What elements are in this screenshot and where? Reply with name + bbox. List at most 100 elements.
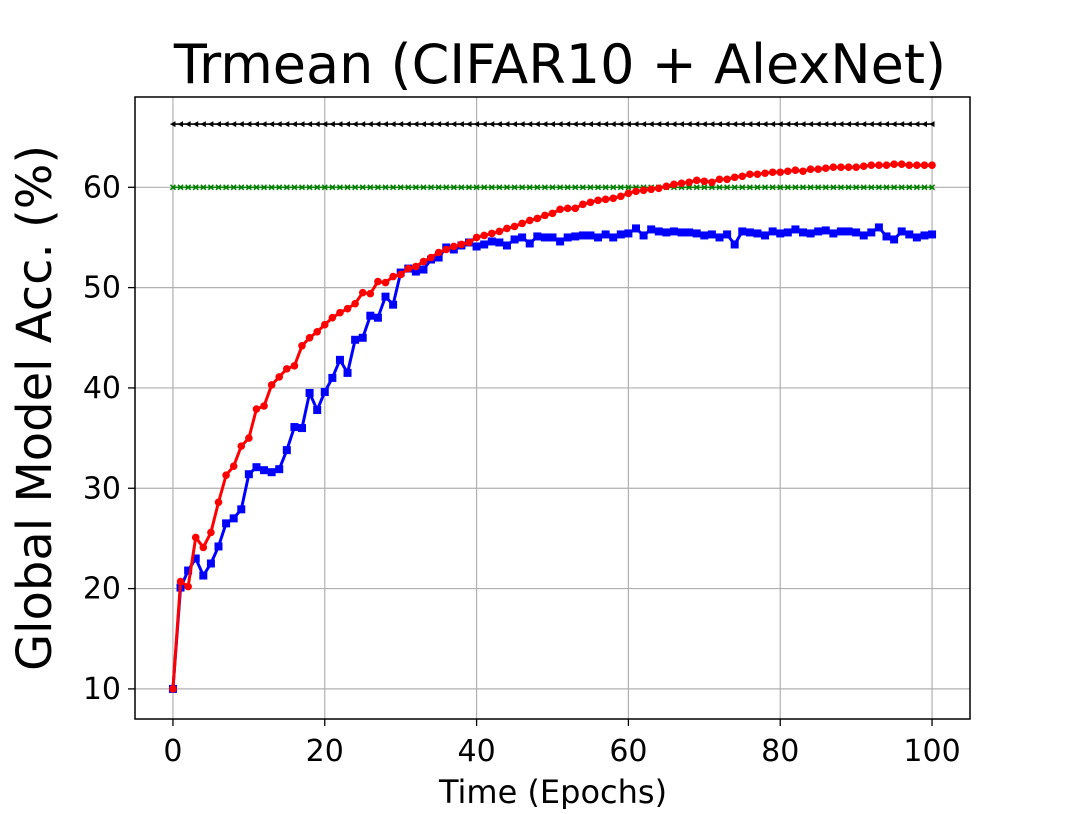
series-0-point [610, 121, 616, 128]
chart-title: Trmean (CIFAR10 + AlexNet) [173, 33, 946, 96]
series-0-point [374, 121, 381, 128]
series-0-point [648, 121, 654, 128]
series-3-point [905, 161, 914, 170]
series-0-point [708, 121, 715, 128]
series-0-point [299, 121, 305, 128]
series-1-point [450, 184, 457, 191]
series-3-point [419, 257, 428, 266]
series-2-point [738, 227, 747, 236]
series-3-point [875, 161, 883, 170]
series-0-point [534, 121, 540, 128]
series-3-point [191, 533, 200, 542]
series-0-point [815, 121, 821, 128]
series-1-point [230, 184, 237, 191]
series-0-point [549, 121, 555, 128]
series-1-point [291, 184, 298, 191]
series-1-point [238, 184, 245, 191]
series-1-point [511, 184, 518, 191]
series-0-point [541, 121, 548, 128]
series-0-point [572, 121, 578, 128]
series-0-point [344, 121, 351, 128]
series-3-point [753, 170, 762, 179]
series-3-point [283, 365, 291, 373]
series-1-point [268, 184, 275, 191]
series-3-point [533, 214, 542, 223]
series-2-point [298, 424, 306, 433]
series-0-point [321, 121, 328, 128]
series-1-point [192, 184, 199, 191]
series-3-point [617, 192, 625, 201]
series-3-point [579, 200, 587, 209]
series-1-point [306, 184, 313, 191]
series-3-point [859, 162, 868, 171]
series-3-point [738, 172, 747, 181]
series-1-point [716, 184, 723, 191]
series-3-point [913, 161, 921, 170]
series-1-point [784, 184, 791, 191]
series-3-point [821, 164, 830, 173]
series-1-point [617, 184, 624, 191]
series-2-line [171, 225, 933, 690]
series-1-point [496, 184, 503, 191]
series-0-point [412, 121, 419, 128]
series-1-point [929, 184, 936, 191]
series-1-point [359, 184, 366, 191]
series-3-point [571, 204, 580, 213]
series-1-point [503, 184, 510, 191]
series-0-point [640, 121, 647, 128]
y-tick-label: 50 [83, 271, 121, 306]
series-2-point [905, 230, 914, 239]
series-3-point [389, 272, 397, 281]
series-3-point [184, 582, 192, 591]
series-1-point [428, 184, 435, 191]
series-1-point [223, 184, 230, 191]
series-3-point [647, 185, 655, 194]
series-3-point [715, 175, 724, 184]
series-0-point [921, 121, 927, 128]
series-2-point [586, 231, 595, 240]
series-3-point [396, 270, 405, 279]
series-3-point [768, 168, 777, 177]
series-0-point [655, 121, 662, 128]
series-3-point [313, 327, 321, 336]
series-3-point [806, 165, 815, 174]
series-2-point [654, 227, 663, 236]
series-2-point [548, 233, 557, 242]
series-2-point [745, 228, 754, 237]
series-2-point [502, 241, 511, 250]
series-1-point [883, 184, 890, 191]
series-0-point [807, 121, 814, 128]
series-2-point [389, 300, 398, 309]
series-0-point [557, 121, 563, 128]
series-1-point [807, 184, 814, 191]
series-2-point [495, 238, 504, 247]
series-2-point [806, 229, 815, 238]
series-3-point [897, 160, 906, 169]
series-1-point [473, 184, 480, 191]
series-2-point [799, 228, 807, 237]
series-2-point [707, 230, 716, 239]
series-2-point [480, 240, 489, 249]
series-3-point [320, 320, 329, 329]
series-2-point [594, 233, 603, 242]
series-0-point [496, 121, 502, 128]
series-1-point [443, 184, 450, 191]
series-3-point [427, 253, 435, 262]
series-0-point [367, 121, 373, 128]
y-axis-label: Global Model Acc. (%) [7, 145, 63, 671]
series-0-point [291, 121, 297, 128]
series-1-point [739, 184, 746, 191]
series-layer [168, 121, 937, 693]
series-3-point [381, 278, 390, 287]
series-2-point [882, 232, 891, 241]
series-2-point [419, 265, 428, 274]
series-0-point [526, 121, 533, 128]
series-0-point [428, 121, 434, 128]
series-3-point [791, 166, 800, 175]
series-0-point [602, 121, 609, 128]
series-2-point [783, 228, 792, 237]
series-3-point [882, 161, 891, 170]
y-tick-label: 60 [83, 170, 121, 205]
series-3-point [814, 165, 822, 174]
series-0-point [382, 121, 388, 128]
